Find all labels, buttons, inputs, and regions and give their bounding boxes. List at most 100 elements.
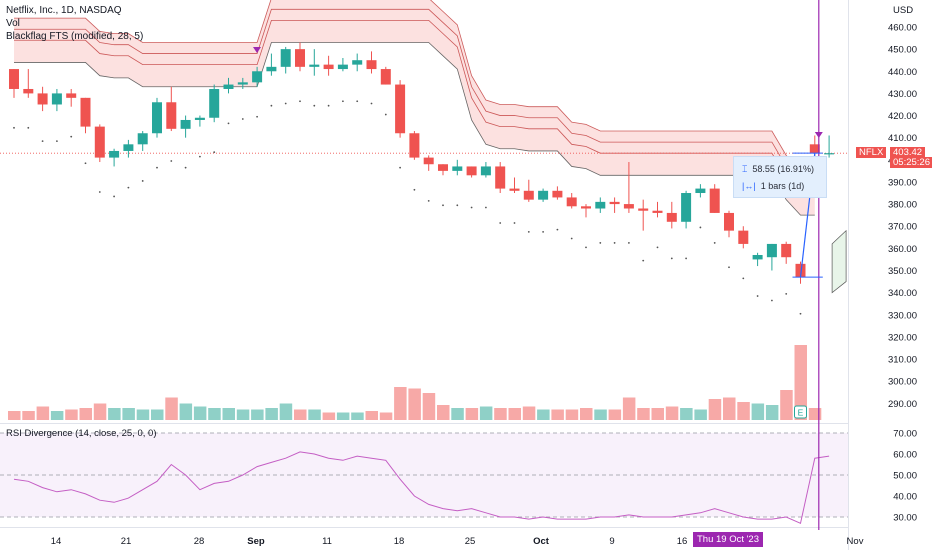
- volume-bar: [22, 411, 35, 420]
- signal-dot: [41, 140, 44, 143]
- candle: [595, 197, 606, 213]
- candle-body: [109, 150, 120, 158]
- volume-bar: [751, 403, 765, 420]
- candle: [581, 204, 591, 218]
- candle-body: [523, 190, 534, 200]
- volume-bar: [279, 403, 293, 420]
- signal-dot: [141, 180, 144, 182]
- candle-body: [466, 166, 477, 176]
- candle: [66, 88, 77, 107]
- volume-bar: [365, 411, 378, 420]
- rsi-tick-label: 30.00: [893, 513, 917, 524]
- signal-dot: [642, 259, 645, 262]
- signal-dot: [470, 206, 473, 209]
- candle-body: [638, 208, 649, 211]
- signal-dot: [113, 195, 115, 198]
- signal-dot: [127, 186, 130, 189]
- price-tick-label: 320.00: [888, 332, 917, 343]
- signal-dot: [456, 204, 459, 207]
- candle: [180, 115, 191, 138]
- measure-tooltip: ⌶ 58.55 (16.91%) |↔| 1 bars (1d): [733, 156, 827, 198]
- volume-bar: [208, 408, 221, 420]
- time-tick-label: 14: [51, 536, 62, 547]
- candle: [123, 139, 134, 158]
- measure-change: 58.55 (16.91%): [752, 164, 814, 174]
- signal-dot: [399, 166, 401, 169]
- candle: [352, 53, 363, 72]
- signal-dot: [656, 246, 659, 249]
- volume-bar: [308, 409, 321, 420]
- signal-dot: [699, 226, 702, 229]
- candle: [452, 159, 463, 176]
- rsi-label: RSI Divergence (14, close, 25, 0, 0): [6, 428, 157, 439]
- signal-dot: [628, 242, 630, 244]
- volume-bar: [50, 411, 64, 420]
- candle-body: [180, 119, 191, 129]
- crosshair-date-label: Thu 19 Oct '23: [693, 532, 763, 547]
- bar-countdown-badge: 05:25:26: [890, 157, 932, 168]
- volume-bar: [580, 408, 593, 420]
- signal-dot: [599, 242, 602, 244]
- candle-body: [323, 64, 334, 70]
- signal-dot: [499, 222, 502, 224]
- candle: [752, 252, 763, 267]
- signal-dot: [199, 155, 201, 158]
- candle: [766, 243, 777, 271]
- signal-dot: [299, 100, 301, 103]
- candle-body: [409, 133, 420, 158]
- candle-body: [337, 64, 348, 70]
- rsi-tick-label: 70.00: [893, 429, 917, 440]
- rsi-tick-label: 60.00: [893, 450, 917, 461]
- signal-dot: [241, 118, 244, 120]
- volume-bar: [723, 397, 736, 420]
- candle-body: [681, 193, 692, 222]
- volume-bar: [79, 408, 92, 420]
- signal-dot: [585, 246, 587, 249]
- signal-dot: [742, 277, 745, 280]
- signal-dot: [213, 151, 216, 154]
- signal-dot: [27, 126, 30, 129]
- time-tick-label: 16: [677, 536, 688, 547]
- price-tick-label: 360.00: [888, 244, 917, 255]
- volume-bar: [522, 406, 536, 420]
- signal-arrow-icon: [814, 132, 823, 138]
- last-price-badge: 403.42: [890, 147, 926, 158]
- signal-dot: [13, 126, 15, 129]
- volume-bar: [265, 408, 278, 420]
- volume-bar: [422, 393, 436, 420]
- candle: [223, 77, 234, 94]
- candle-body: [438, 164, 448, 171]
- candle-body: [194, 117, 205, 120]
- candle-body: [23, 88, 34, 94]
- volume-bar: [108, 408, 121, 420]
- volume-bar: [222, 408, 235, 420]
- candle: [538, 188, 549, 202]
- price-tick-label: 440.00: [888, 67, 917, 78]
- volume-bar: [708, 399, 722, 420]
- candle-body: [495, 166, 506, 189]
- signal-dot: [56, 140, 58, 143]
- rsi-line: [13, 451, 830, 525]
- candle-body: [652, 210, 663, 213]
- candle-body: [94, 126, 105, 158]
- candle: [9, 69, 19, 98]
- signal-dot: [670, 257, 673, 260]
- candle: [666, 201, 677, 229]
- volume-bar: [379, 412, 393, 420]
- rsi-tick-label: 50.00: [893, 471, 917, 482]
- candle: [495, 162, 506, 194]
- candle-body: [152, 102, 162, 134]
- candle-body: [66, 93, 77, 98]
- candle-body: [724, 212, 734, 231]
- candle-body: [352, 60, 363, 65]
- measure-bars: 1 bars (1d): [760, 181, 805, 191]
- candle: [323, 55, 334, 76]
- candle-body: [623, 204, 634, 209]
- signal-dot: [785, 292, 788, 295]
- candle-body: [137, 133, 148, 145]
- signal-dot: [713, 242, 716, 244]
- candle-body: [209, 88, 220, 118]
- candle-body: [552, 190, 563, 198]
- candle: [638, 199, 649, 231]
